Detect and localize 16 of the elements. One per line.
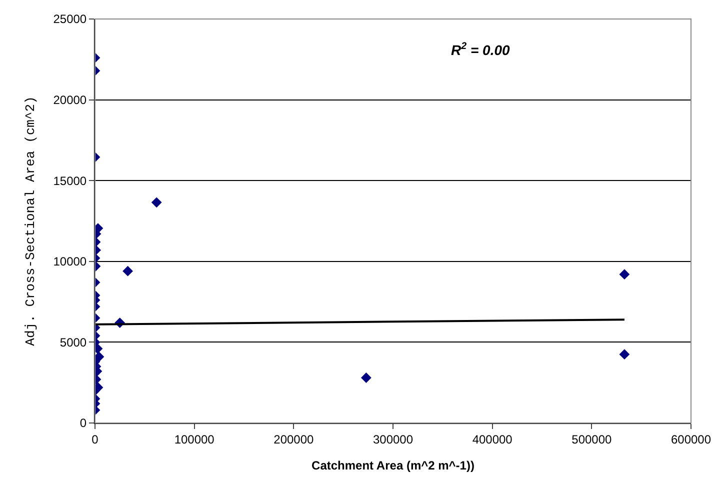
y-tick-label: 15000 (53, 174, 87, 188)
annotation: R$^{2}$ = 0.00 (451, 41, 510, 58)
x-tick-label: 600000 (670, 432, 712, 446)
y-tick-label: 25000 (53, 12, 87, 26)
x-axis-title: Catchment Area (m^2 m^-1)) (312, 458, 474, 472)
y-axis-title: Adj. Cross-Sectional Area (cm^2) (23, 96, 38, 346)
x-tick-label: 300000 (372, 432, 414, 446)
x-tick-label: 0 (92, 432, 99, 446)
x-tick-label: 400000 (472, 432, 513, 446)
x-tick-label: 500000 (572, 432, 612, 446)
y-tick-label: 10000 (53, 254, 87, 269)
y-tick-label: 5000 (60, 335, 87, 350)
x-tick-label: 200000 (274, 432, 314, 446)
y-tick-label: 0 (80, 416, 87, 430)
x-tick-label: 100000 (174, 432, 215, 446)
y-tick-label: 20000 (53, 93, 87, 107)
